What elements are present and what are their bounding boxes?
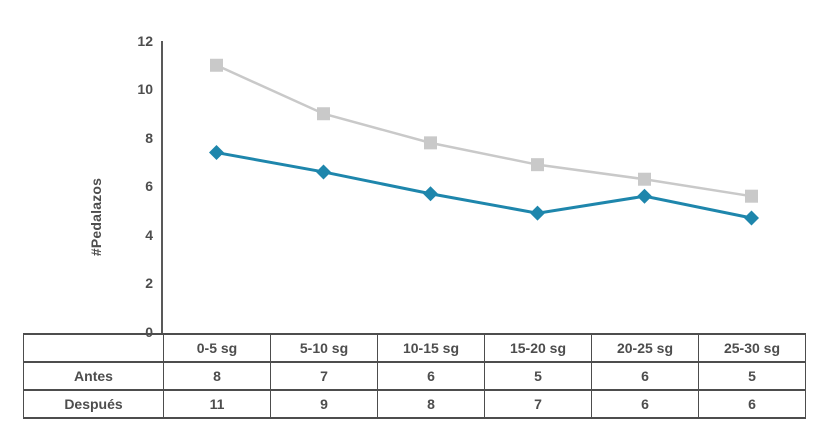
y-tick-label: 0 [145, 324, 153, 340]
y-tick-label: 12 [137, 33, 153, 49]
y-tick-label: 6 [145, 178, 153, 194]
antes-cell: 6 [377, 361, 485, 391]
antes-cell: 5 [484, 361, 592, 391]
diamond-marker [744, 210, 759, 226]
antes-cell: 5 [698, 361, 806, 391]
y-tick-label: 4 [145, 227, 153, 243]
table-row-despues: Después 11 9 8 7 6 6 [23, 389, 806, 419]
antes-cell: 8 [163, 361, 271, 391]
table-row-antes: Antes 8 7 6 5 6 5 [23, 361, 806, 391]
y-tick-label: 8 [145, 130, 153, 146]
diamond-marker [316, 164, 331, 180]
table-header-row: 0-5 sg 5-10 sg 10-15 sg 15-20 sg 20-25 s… [23, 333, 806, 363]
row-label-despues: Después [23, 389, 164, 419]
despues-cell: 6 [698, 389, 806, 419]
antes-cell: 7 [270, 361, 378, 391]
square-marker [424, 136, 437, 150]
y-axis-line [161, 41, 163, 333]
diamond-marker [209, 145, 224, 161]
diamond-marker [423, 186, 438, 202]
antes-cell: 6 [591, 361, 699, 391]
diamond-marker [637, 188, 652, 204]
column-header: 25-30 sg [698, 333, 806, 363]
square-marker [638, 172, 651, 186]
diamond-marker [530, 205, 545, 221]
table-corner-blank [23, 333, 164, 363]
column-header: 0-5 sg [163, 333, 271, 363]
square-marker [745, 189, 758, 203]
despues-cell: 6 [591, 389, 699, 419]
y-tick-label: 10 [137, 81, 153, 97]
despues-cell: 11 [163, 389, 271, 419]
square-marker [317, 107, 330, 121]
column-header: 15-20 sg [484, 333, 592, 363]
y-tick-label: 2 [145, 275, 153, 291]
despues-cell: 9 [270, 389, 378, 419]
square-marker [210, 58, 223, 72]
square-marker [531, 158, 544, 172]
column-header: 20-25 sg [591, 333, 699, 363]
data-table: 0-5 sg 5-10 sg 10-15 sg 15-20 sg 20-25 s… [23, 333, 806, 419]
column-header: 5-10 sg [270, 333, 378, 363]
despues-cell: 8 [377, 389, 485, 419]
row-label-antes: Antes [23, 361, 164, 391]
column-header: 10-15 sg [377, 333, 485, 363]
despues-cell: 7 [484, 389, 592, 419]
